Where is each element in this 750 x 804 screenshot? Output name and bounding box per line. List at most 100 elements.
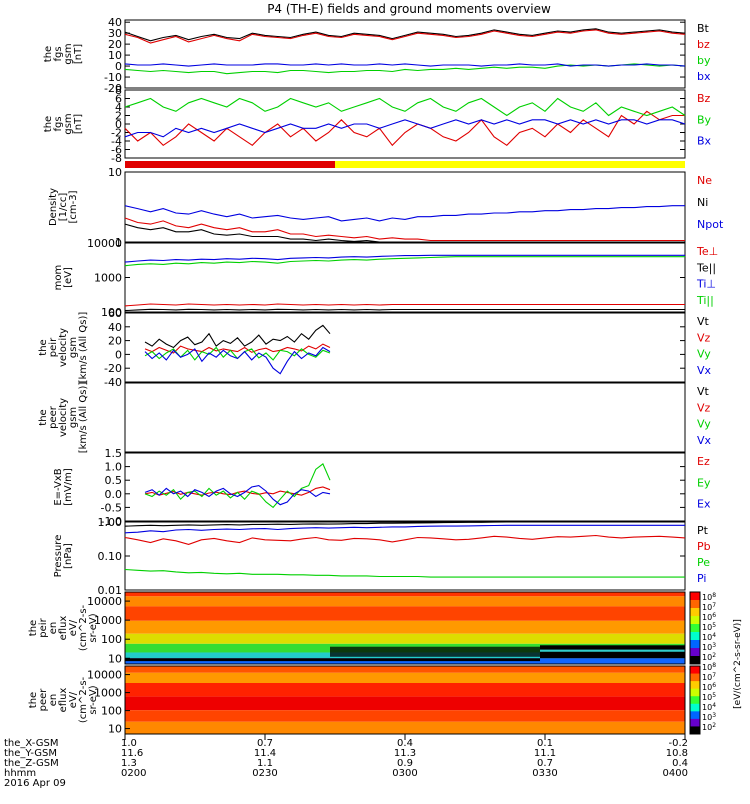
colorbar-swatch (690, 696, 700, 705)
colorbar-tick-label: 107 (702, 602, 716, 612)
x-tick-label: 0.7 (537, 758, 553, 769)
panel-6: the peer velocity gsm [km/s (All Qs)] Vt Vz Vy V… (38, 382, 712, 454)
colorbar-swatch (690, 726, 700, 735)
y-axis-label: (cm^2-s- (78, 604, 89, 651)
x-row-label: the_Z-GSM (4, 758, 59, 769)
y-axis-label: en (48, 694, 59, 707)
y-axis-label: the (28, 692, 39, 708)
y-axis-label: en (48, 622, 59, 635)
y-axis-label: fgs (53, 116, 64, 131)
spectrogram-band (125, 606, 685, 621)
y-tick-label: 20 (108, 335, 122, 348)
y-tick-label: 0.01 (98, 584, 123, 597)
panel-frame (124, 382, 686, 453)
x-tick-label: 1.1 (257, 758, 273, 769)
y-tick-label: 0.0 (105, 488, 123, 501)
y-tick-label: 100 (101, 705, 122, 718)
y-tick-label: 1000 (94, 614, 122, 627)
y-tick-label: 6 (115, 93, 122, 106)
x-tick-label: 11.4 (254, 748, 276, 759)
legend-label: Pi (697, 572, 706, 585)
status-bar-strip (125, 161, 685, 168)
series-line-pb (124, 534, 686, 545)
colorbar-swatch (690, 711, 700, 720)
x-tick-label: 0400 (663, 768, 688, 779)
colorbar-swatch (690, 718, 700, 727)
colorbar-tick-label: 102 (702, 722, 716, 732)
x-tick-label: 0.4 (397, 738, 413, 749)
x-tick-label: 0330 (532, 768, 557, 779)
colorbar-label: [eV/(cm^2-s-sr-eV)] (733, 619, 743, 709)
y-tick-label: 1000 (94, 687, 122, 700)
colorbar-swatch (690, 681, 700, 690)
x-row-label: the_Y-GSM (4, 748, 57, 759)
series-line-bz (124, 110, 685, 147)
y-axis-label: velocity (58, 398, 69, 437)
x-tick-label: 0300 (392, 768, 417, 779)
y-tick-label: 20 (108, 38, 122, 51)
colorbar-tick-label: 104 (702, 702, 716, 712)
y-axis-label: eV/ (68, 691, 79, 708)
x-tick-label: 10.8 (666, 748, 688, 759)
y-axis-label: [nT] (73, 44, 84, 64)
y-axis-label: [mV/m] (63, 468, 74, 506)
legend-label: Vx (697, 364, 712, 377)
y-axis-label: [nT] (73, 114, 84, 134)
legend-label: By (697, 113, 712, 126)
spectrogram-band (125, 710, 685, 722)
x-tick-label: 0.9 (397, 758, 413, 769)
colorbar: 1081071061051041031021081071061051041031… (689, 591, 743, 735)
series-line-ne (124, 217, 685, 242)
series-line-bt (124, 28, 686, 42)
y-tick-label: -20 (104, 82, 122, 95)
spectrogram-band (125, 592, 685, 597)
series-line-vz (144, 343, 331, 354)
spectrogram-band (125, 658, 540, 662)
y-axis-label: velocity (58, 328, 69, 367)
y-axis-label: eflux (58, 616, 69, 641)
spectrogram-noise (540, 645, 685, 659)
y-tick-label: 30 (108, 27, 122, 40)
colorbar-swatch (690, 616, 700, 625)
y-axis-label: the (43, 116, 54, 132)
y-tick-label: 2 (115, 110, 122, 123)
ion-spectrogram: 10000 1000 100 10 the peir en eflux eV/(cm^2-s-s… (28, 591, 686, 665)
y-axis-label: E=-VxB (53, 468, 64, 505)
colorbar-tick-label: 106 (702, 682, 716, 692)
series-line-by (124, 97, 686, 117)
y-axis-label: gsm (63, 113, 74, 134)
y-tick-label: 10000 (87, 237, 122, 250)
legend-label: Ti|| (696, 294, 714, 307)
spectrogram-band (125, 633, 685, 644)
colorbar-tick-label: 103 (702, 642, 716, 652)
colorbar-tick-label: 103 (702, 712, 716, 722)
y-axis-label: [1/cc] (58, 193, 69, 222)
y-tick-label: -1.0 (101, 515, 122, 528)
series-line-ni (124, 223, 507, 243)
x-tick-label: 0200 (121, 768, 146, 779)
colorbar-tick-label: 104 (702, 632, 716, 642)
x-tick-label: 0.1 (537, 738, 553, 749)
panel-3: 10 1 Density [1/cc] [cm-3] Ne Ni Npot (48, 166, 724, 249)
series-line-bz (124, 29, 686, 44)
colorbar-tick-label: 107 (702, 672, 716, 682)
legend-label: Ti⊥ (696, 278, 716, 291)
series-line-te (124, 308, 685, 312)
y-tick-label: 0.5 (105, 474, 123, 487)
x-tick-label: 11.1 (534, 748, 556, 759)
y-axis-label: peer (38, 688, 49, 712)
y-tick-label: -8 (111, 152, 122, 165)
legend-label: Te|| (696, 261, 716, 274)
x-tick-label: -0.2 (668, 738, 688, 749)
legend-label: bz (697, 38, 710, 51)
y-tick-label: 60 (108, 307, 122, 320)
x-tick-label: 0230 (252, 768, 277, 779)
colorbar-swatch (690, 640, 700, 649)
colorbar-swatch (690, 592, 700, 601)
series-line-npot (124, 205, 685, 222)
x-tick-label: 0.4 (672, 758, 688, 769)
y-tick-label: 10000 (87, 595, 122, 608)
colorbar-tick-label: 105 (702, 692, 716, 702)
